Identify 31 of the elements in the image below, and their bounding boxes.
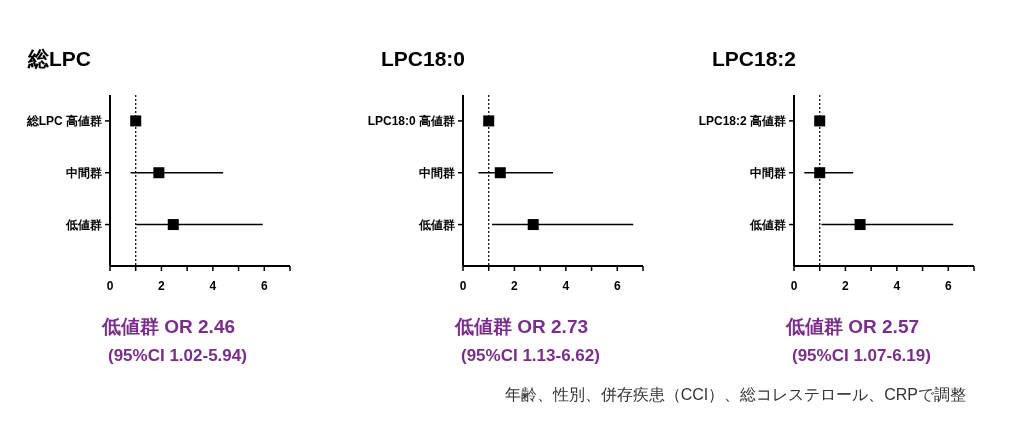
x-tick-label: 4 — [893, 279, 901, 293]
x-tick-label: 6 — [613, 279, 621, 293]
y-tick-label: LPC18:0 高値群 — [367, 113, 455, 128]
x-tick-label: 4 — [562, 279, 570, 293]
y-tick-label: 総LPC 高値群 — [25, 113, 102, 128]
x-tick-label: 4 — [209, 279, 217, 293]
text: 低値群 OR 2.57 — [785, 316, 920, 337]
x-tick-label: 2 — [842, 279, 850, 293]
y-tick-label: LPC18:2 高値群 — [698, 113, 786, 128]
text: (95%CI 1.02-5.94) — [108, 346, 247, 365]
y-tick-label: 中間群 — [66, 165, 102, 180]
x-tick-label: 6 — [944, 279, 952, 293]
text: 年齢、性別、併存疾患（CCI）、総コレステロール、CRPで調整 — [504, 386, 966, 403]
text: (95%CI 1.07-6.19) — [792, 346, 931, 365]
y-tick-label: 中間群 — [419, 165, 455, 180]
y-tick-label: 低値群 — [418, 217, 455, 232]
chart-title: LPC18:2 — [712, 47, 797, 70]
text: (95%CI 1.13-6.62) — [461, 346, 600, 365]
x-tick-label: 0 — [106, 279, 114, 293]
x-tick-label: 2 — [511, 279, 519, 293]
y-tick-label: 中間群 — [750, 165, 786, 180]
x-tick-label: 0 — [790, 279, 798, 293]
y-tick-label: 低値群 — [65, 217, 102, 232]
y-tick-label: 低値群 — [749, 217, 786, 232]
x-tick-label: 0 — [459, 279, 467, 293]
text: 低値群 OR 2.73 — [454, 316, 589, 337]
chart-title: 総LPC — [27, 47, 91, 70]
chart-title: LPC18:0 — [381, 47, 466, 70]
x-tick-label: 6 — [260, 279, 268, 293]
x-tick-label: 2 — [158, 279, 166, 293]
text: 低値群 OR 2.46 — [101, 316, 236, 337]
